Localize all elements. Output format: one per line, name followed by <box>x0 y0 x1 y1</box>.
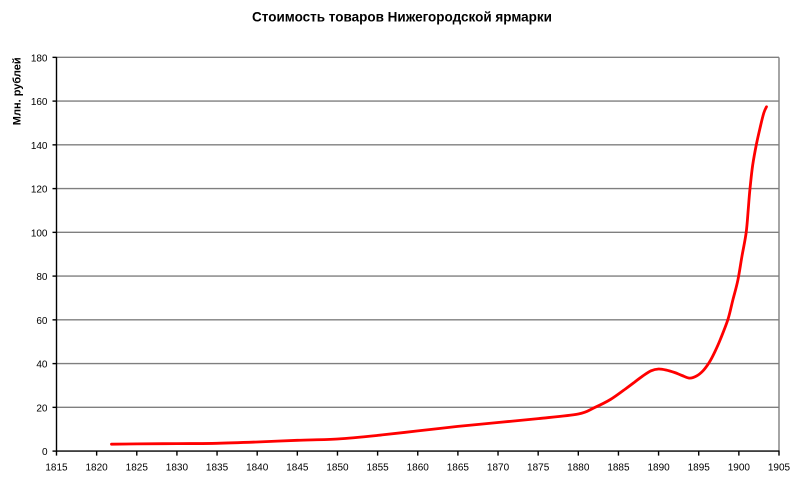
svg-text:80: 80 <box>36 272 48 283</box>
svg-text:1835: 1835 <box>206 463 229 474</box>
svg-text:1830: 1830 <box>166 463 189 474</box>
svg-text:40: 40 <box>36 360 48 371</box>
svg-text:1820: 1820 <box>86 463 109 474</box>
svg-text:1870: 1870 <box>487 463 510 474</box>
svg-text:1860: 1860 <box>407 463 430 474</box>
svg-text:1865: 1865 <box>447 463 470 474</box>
svg-text:140: 140 <box>31 141 48 152</box>
svg-text:1885: 1885 <box>607 463 630 474</box>
svg-text:20: 20 <box>36 403 48 414</box>
svg-text:180: 180 <box>31 53 48 64</box>
svg-text:60: 60 <box>36 316 48 327</box>
svg-text:160: 160 <box>31 97 48 108</box>
svg-text:1905: 1905 <box>768 463 791 474</box>
svg-text:120: 120 <box>31 185 48 196</box>
svg-text:1845: 1845 <box>286 463 309 474</box>
svg-text:Стоимость товаров Нижегородско: Стоимость товаров Нижегородской ярмарки <box>252 10 552 25</box>
svg-text:100: 100 <box>31 228 48 239</box>
svg-text:1890: 1890 <box>647 463 670 474</box>
svg-text:1840: 1840 <box>246 463 269 474</box>
svg-text:0: 0 <box>42 447 48 458</box>
svg-text:1895: 1895 <box>688 463 711 474</box>
svg-text:1850: 1850 <box>326 463 349 474</box>
svg-text:1855: 1855 <box>366 463 389 474</box>
svg-text:Млн. рублей: Млн. рублей <box>11 57 23 125</box>
svg-text:1880: 1880 <box>567 463 590 474</box>
svg-text:1900: 1900 <box>728 463 751 474</box>
svg-text:1875: 1875 <box>527 463 550 474</box>
svg-text:1825: 1825 <box>126 463 149 474</box>
svg-text:1815: 1815 <box>45 463 68 474</box>
